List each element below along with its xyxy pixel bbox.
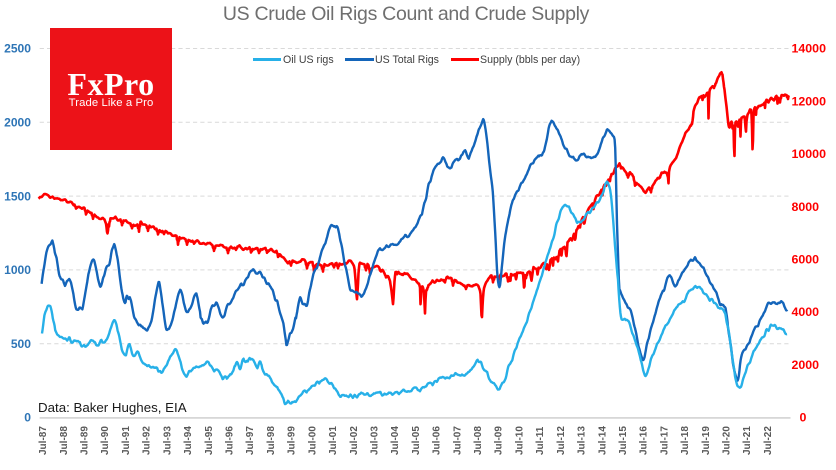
svg-text:Jul-89: Jul-89 — [80, 426, 91, 455]
svg-text:12000: 12000 — [792, 94, 827, 108]
svg-text:500: 500 — [11, 337, 31, 351]
svg-text:Jul-21: Jul-21 — [742, 426, 753, 455]
svg-text:2000: 2000 — [792, 358, 820, 372]
svg-text:Jul-93: Jul-93 — [162, 426, 173, 455]
svg-text:Jul-02: Jul-02 — [349, 426, 360, 455]
svg-text:Jul-03: Jul-03 — [370, 426, 381, 455]
svg-text:Jul-05: Jul-05 — [411, 426, 422, 455]
svg-text:Jul-04: Jul-04 — [390, 426, 401, 455]
svg-text:14000: 14000 — [792, 42, 827, 56]
svg-text:Jul-14: Jul-14 — [597, 426, 608, 455]
svg-text:Jul-99: Jul-99 — [287, 426, 298, 455]
svg-text:Jul-87: Jul-87 — [38, 426, 49, 455]
svg-text:Jul-01: Jul-01 — [328, 426, 339, 455]
svg-text:Jul-16: Jul-16 — [639, 426, 650, 455]
svg-text:0: 0 — [800, 411, 807, 425]
svg-text:1500: 1500 — [4, 189, 31, 203]
svg-text:10000: 10000 — [792, 147, 827, 161]
svg-text:Jul-07: Jul-07 — [452, 426, 463, 455]
svg-text:Jul-94: Jul-94 — [183, 426, 194, 455]
svg-text:Jul-95: Jul-95 — [204, 426, 215, 455]
svg-text:Jul-18: Jul-18 — [680, 426, 691, 455]
svg-text:Jul-97: Jul-97 — [245, 426, 256, 455]
svg-text:8000: 8000 — [792, 200, 820, 214]
svg-text:2000: 2000 — [4, 116, 31, 130]
svg-text:Jul-06: Jul-06 — [432, 426, 443, 455]
svg-text:2500: 2500 — [4, 42, 31, 56]
svg-text:Jul-90: Jul-90 — [100, 426, 111, 455]
svg-text:6000: 6000 — [792, 253, 820, 267]
svg-text:Jul-13: Jul-13 — [577, 426, 588, 455]
svg-text:Jul-92: Jul-92 — [142, 426, 153, 455]
svg-text:Jul-96: Jul-96 — [225, 426, 236, 455]
svg-text:0: 0 — [24, 411, 31, 425]
svg-text:Jul-22: Jul-22 — [763, 426, 774, 455]
svg-text:4000: 4000 — [792, 305, 820, 319]
svg-text:Jul-12: Jul-12 — [556, 426, 567, 455]
svg-text:Jul-98: Jul-98 — [266, 426, 277, 455]
svg-text:Jul-88: Jul-88 — [59, 426, 70, 455]
svg-text:Jul-09: Jul-09 — [494, 426, 505, 455]
svg-text:Jul-17: Jul-17 — [659, 426, 670, 455]
svg-text:Jul-10: Jul-10 — [514, 426, 525, 455]
svg-text:Jul-19: Jul-19 — [701, 426, 712, 455]
svg-text:Jul-11: Jul-11 — [535, 426, 546, 455]
svg-text:Jul-20: Jul-20 — [722, 426, 733, 455]
svg-text:Jul-15: Jul-15 — [618, 426, 629, 455]
svg-text:Jul-00: Jul-00 — [307, 426, 318, 455]
svg-text:1000: 1000 — [4, 263, 31, 277]
svg-text:Jul-08: Jul-08 — [473, 426, 484, 455]
svg-text:Jul-91: Jul-91 — [121, 426, 132, 455]
